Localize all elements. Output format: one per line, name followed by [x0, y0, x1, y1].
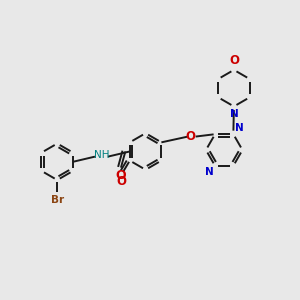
Text: O: O: [116, 175, 126, 188]
Text: N: N: [205, 167, 214, 177]
Text: O: O: [115, 169, 126, 182]
Text: NH: NH: [94, 150, 109, 160]
Text: O: O: [186, 130, 196, 143]
Text: Br: Br: [51, 195, 64, 205]
Text: O: O: [229, 54, 239, 67]
Text: N: N: [235, 123, 244, 133]
Text: N: N: [230, 109, 238, 119]
